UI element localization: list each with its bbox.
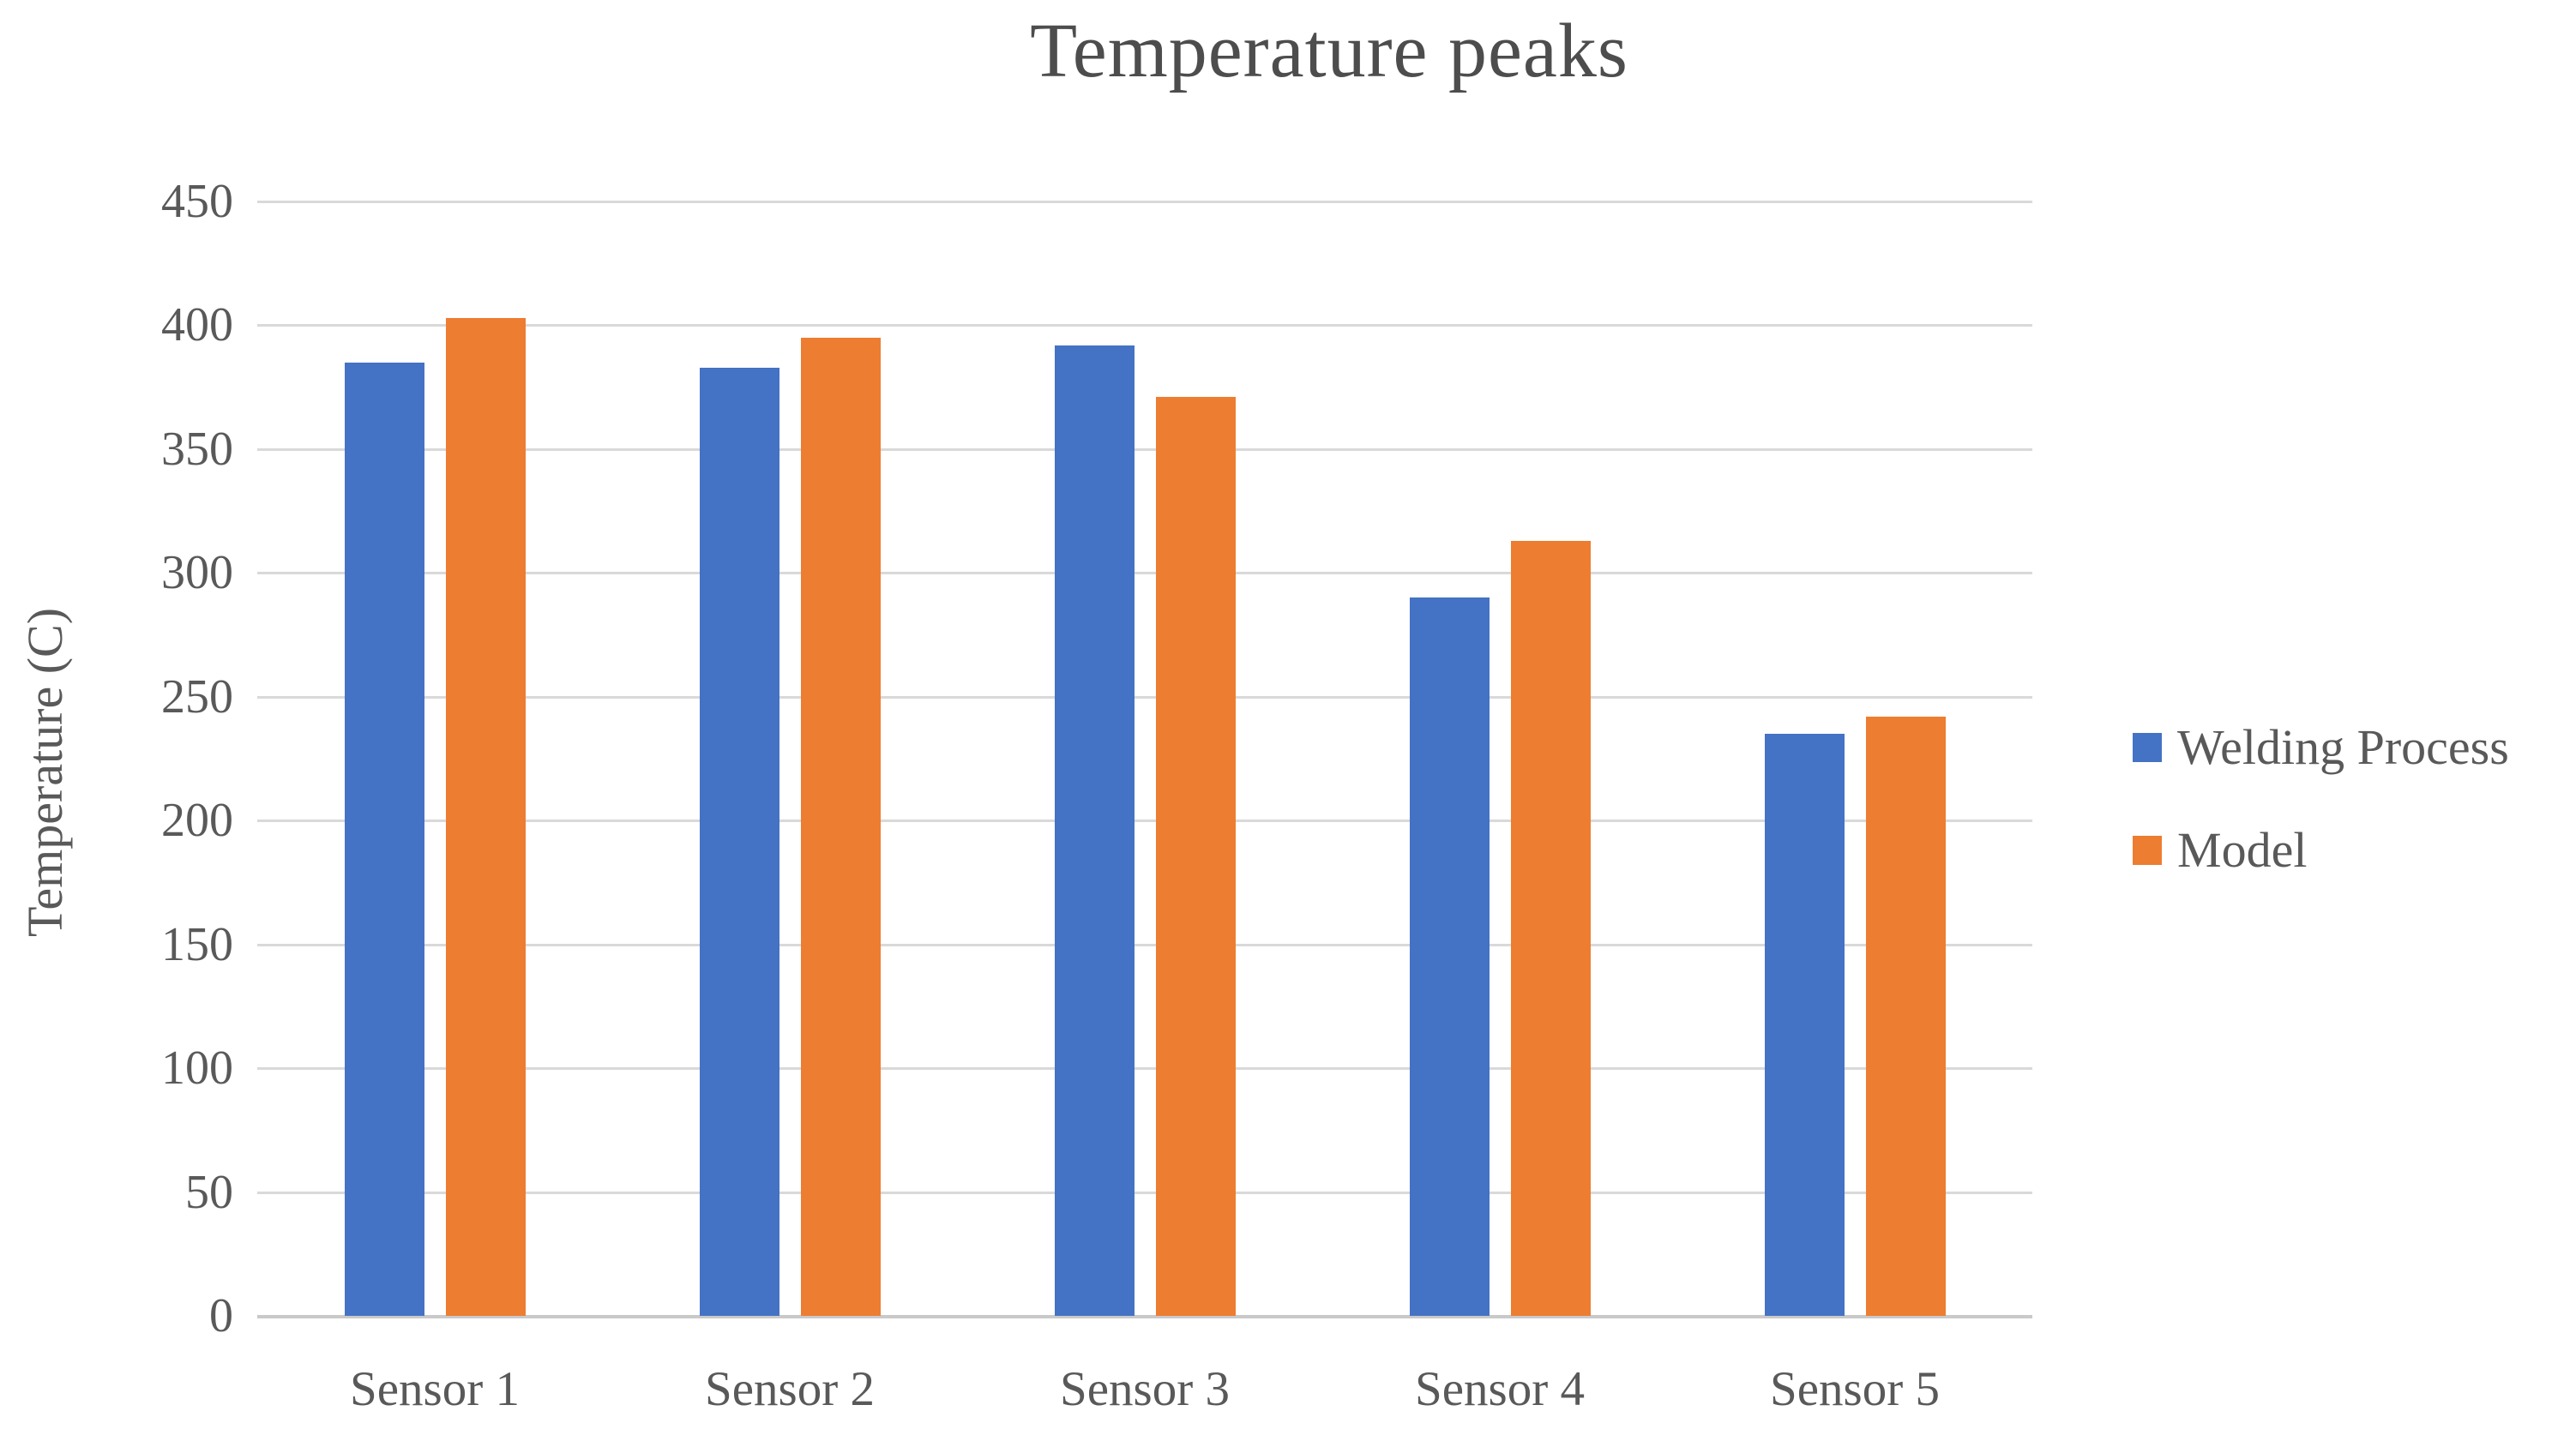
x-axis-label-sensor-4: Sensor 4 <box>1415 1362 1585 1416</box>
y-tick-label: 350 <box>161 422 233 476</box>
gridline <box>257 572 2032 575</box>
y-tick-label: 400 <box>161 298 233 352</box>
x-axis-labels: Sensor 1 Sensor 2 Sensor 3 Sensor 4 Sensor 5 <box>257 1361 2032 1417</box>
gridline <box>257 820 2032 823</box>
y-tick-label: 300 <box>161 546 233 600</box>
legend-label: Welding Process <box>2177 719 2509 775</box>
bar-sensor-1-welding-process <box>344 362 424 1316</box>
x-axis-label-sensor-3: Sensor 3 <box>1060 1362 1230 1416</box>
chart-title: Temperature peaks <box>1030 9 1628 93</box>
x-axis-label-sensor-2: Sensor 2 <box>705 1362 875 1416</box>
bar-sensor-5-welding-process <box>1764 734 1845 1316</box>
legend-entry-welding-process: Welding Process <box>2133 723 2509 772</box>
bar-sensor-3-model <box>1155 397 1236 1316</box>
gridline <box>257 943 2032 946</box>
gridline <box>257 695 2032 699</box>
y-tick-label: 250 <box>161 669 233 724</box>
x-axis-line <box>257 1315 2032 1318</box>
gridline <box>257 201 2032 203</box>
gridline <box>257 447 2032 451</box>
legend: Welding Process Model <box>2133 723 2509 875</box>
y-tick-label: 450 <box>161 175 233 228</box>
x-axis-label-sensor-1: Sensor 1 <box>350 1362 520 1416</box>
gridline <box>257 324 2032 327</box>
legend-label: Model <box>2177 822 2308 878</box>
legend-swatch-model <box>2133 836 2162 865</box>
bar-sensor-2-model <box>800 337 881 1316</box>
bar-sensor-2-welding-process <box>699 367 779 1316</box>
bar-sensor-4-welding-process <box>1409 597 1490 1316</box>
legend-swatch-welding-process <box>2133 733 2162 762</box>
plot-area <box>257 201 2032 1318</box>
gridline <box>257 1067 2032 1071</box>
bar-sensor-1-model <box>445 317 526 1316</box>
x-axis-label-sensor-5: Sensor 5 <box>1770 1362 1940 1416</box>
bar-sensor-4-model <box>1510 540 1591 1316</box>
legend-entry-model: Model <box>2133 826 2509 875</box>
y-tick-label: 0 <box>209 1289 233 1342</box>
bar-sensor-5-model <box>1865 716 1946 1316</box>
y-tick-label: 150 <box>161 917 233 971</box>
y-tick-label: 200 <box>161 794 233 848</box>
gridline <box>257 1191 2032 1194</box>
y-tick-label: 50 <box>185 1165 233 1219</box>
y-tick-label: 100 <box>161 1042 233 1096</box>
bar-sensor-3-welding-process <box>1054 345 1135 1316</box>
y-axis-title: Temperature (C) <box>17 607 73 938</box>
